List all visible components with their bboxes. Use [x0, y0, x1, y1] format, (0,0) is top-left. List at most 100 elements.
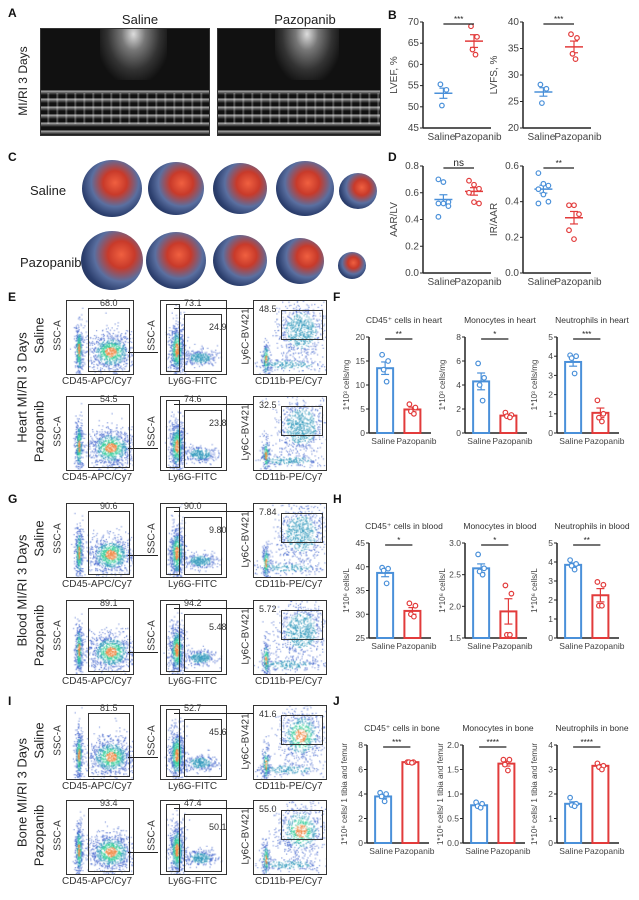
y-tick-label: 2.0	[447, 740, 459, 750]
y-tick-label: 20	[356, 332, 366, 342]
flow-plot	[66, 300, 134, 375]
y-tick-label: 5	[360, 404, 365, 414]
data-point	[599, 766, 605, 773]
flow-gate	[88, 404, 130, 468]
significance-label: **	[584, 536, 590, 545]
chart-title: Neutrophils in bone	[555, 723, 629, 733]
data-point	[479, 397, 486, 404]
flow-gate	[88, 511, 130, 575]
data-point	[600, 410, 607, 417]
data-point	[502, 582, 509, 589]
data-point	[412, 404, 419, 411]
y-tick-label: 4	[548, 351, 553, 361]
flow-gate	[184, 517, 222, 575]
flow-gate	[281, 310, 323, 340]
y-tick-label: 70	[408, 17, 420, 28]
bar	[470, 804, 489, 845]
data-point	[596, 414, 602, 421]
bar	[497, 762, 516, 844]
y-tick-label: 0.0	[447, 838, 459, 848]
y-axis-label: 1*10⁶ cells/L	[342, 568, 351, 613]
flow-gate-value: 5.72	[259, 604, 277, 614]
panel-label-c: C	[8, 150, 17, 164]
y-tick-label: 1.5	[449, 633, 461, 643]
y-tick-label: 2.0	[449, 601, 461, 611]
echo-image-pazopanib	[217, 28, 381, 136]
data-point	[477, 804, 484, 811]
flow-gate-value: 7.84	[259, 507, 277, 517]
data-point	[440, 179, 447, 185]
data-point	[566, 202, 572, 209]
gate-arrow	[174, 511, 254, 512]
flow-plot	[66, 503, 134, 578]
x-tick-label: Pazopanib	[396, 641, 436, 651]
heart-section-image	[81, 231, 143, 290]
data-point	[406, 600, 413, 607]
panel-label-d: D	[388, 150, 397, 164]
gate-arrow	[174, 608, 254, 609]
flow-gate-value: 45.6	[209, 727, 227, 737]
y-tick-label: 10	[356, 380, 366, 390]
data-point	[440, 200, 447, 207]
y-tick-label: 0.0	[405, 268, 419, 279]
flow-gate-value: 68.0	[100, 298, 118, 308]
axis-label-ly6g: Ly6G-FITC	[168, 676, 218, 687]
data-point	[600, 581, 607, 588]
flow-gate	[281, 810, 323, 840]
data-point	[545, 198, 552, 205]
chart-title: Neutrophils in heart	[555, 315, 629, 325]
y-tick-label: 35	[356, 586, 366, 596]
y-tick-label: 8	[456, 332, 461, 342]
y-tick-label: 50	[408, 102, 420, 113]
data-point	[474, 33, 480, 40]
axis-label-cd11b: CD11b-PE/Cy7	[255, 676, 323, 687]
axis-label-cd11b: CD11b-PE/Cy7	[255, 579, 323, 590]
y-tick-label: 4	[548, 557, 553, 567]
y-tick-label: 0.2	[405, 241, 419, 252]
data-point	[507, 414, 513, 421]
data-point	[412, 602, 419, 609]
x-tick-label: Saline	[371, 641, 395, 651]
y-tick-label: 30	[356, 609, 366, 619]
flow-gate	[184, 314, 222, 372]
y-tick-label: 2	[548, 390, 553, 400]
y-tick-label: 2	[358, 814, 363, 824]
data-point	[505, 767, 511, 774]
y-tick-label: 40	[508, 17, 520, 28]
bar	[564, 802, 583, 844]
significance-label: *	[493, 330, 496, 339]
data-point	[539, 100, 545, 106]
y-tick-label: 2	[548, 789, 553, 799]
chart-title: CD45⁺ cells in blood	[365, 521, 443, 531]
flow-gate-value: 55.0	[259, 804, 277, 814]
y-tick-label: 55	[408, 81, 420, 92]
x-tick-label: Pazopanib	[454, 132, 502, 143]
data-point	[573, 353, 580, 360]
flow-plot	[160, 503, 227, 578]
flow-plot	[66, 705, 134, 780]
y-tick-label: 20	[508, 123, 520, 134]
flow-gate	[184, 719, 222, 777]
x-tick-label: Saline	[369, 846, 393, 856]
data-point	[379, 351, 386, 358]
data-point	[508, 590, 515, 597]
y-tick-label: 0.2	[505, 232, 519, 243]
flow-plot	[253, 800, 327, 875]
axis-label-cd45: CD45-APC/Cy7	[62, 676, 133, 687]
data-point	[574, 35, 580, 41]
data-point	[571, 202, 577, 209]
axis-label-ly6g: Ly6G-FITC	[168, 876, 218, 887]
x-tick-label: Pazopanib	[394, 846, 434, 856]
x-tick-label: Pazopanib	[396, 436, 436, 446]
y-axis-label: 1*10⁶ cells/ 1 tibia and femur	[436, 743, 445, 845]
bar	[376, 367, 395, 435]
heart-section-image	[213, 235, 267, 287]
axis-label-cd11b: CD11b-PE/Cy7	[255, 472, 323, 483]
chart-title: Monocytes in blood	[463, 521, 537, 531]
y-tick-label: 0	[360, 428, 365, 438]
flow-gate-value: 93.4	[100, 798, 118, 808]
flow-plot	[160, 800, 227, 875]
data-point	[466, 189, 472, 196]
y-tick-label: 1	[548, 614, 553, 624]
flow-gate	[281, 715, 323, 745]
